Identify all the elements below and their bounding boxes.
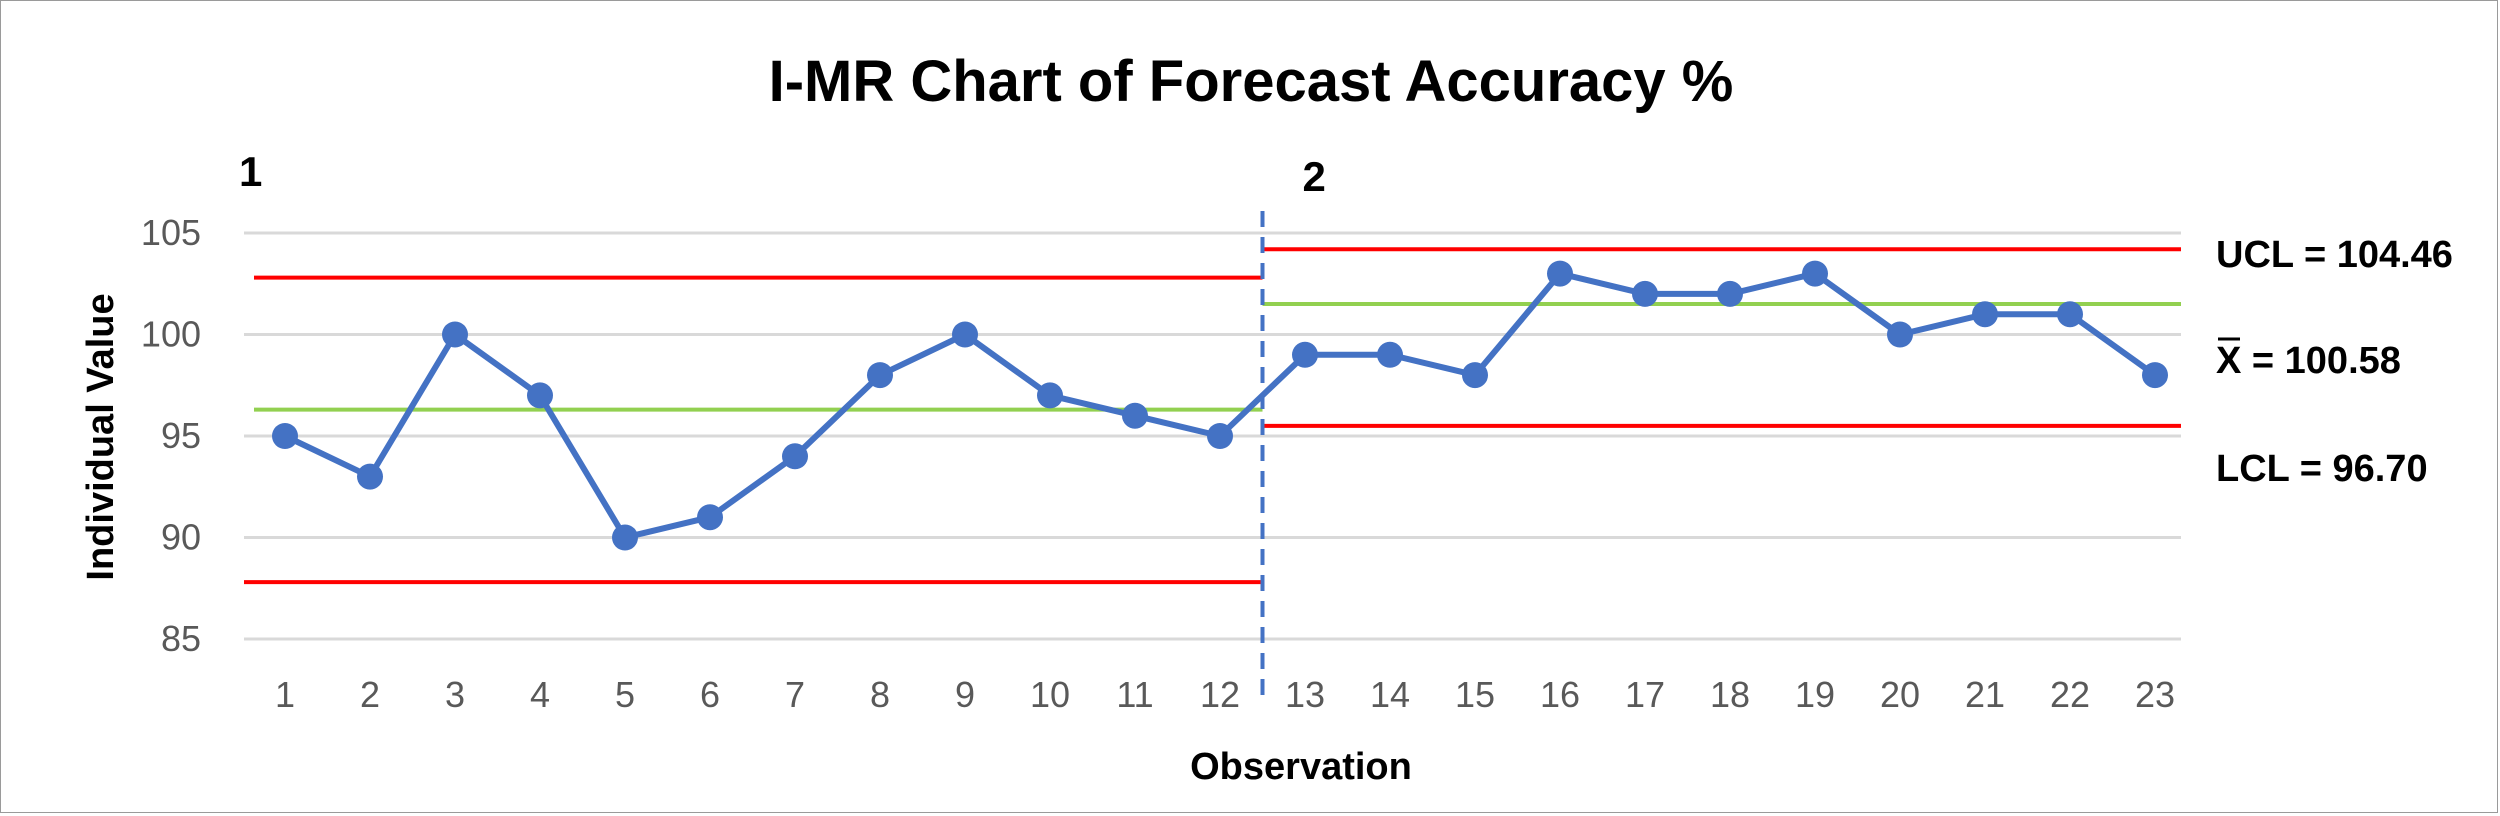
x-tick-label: 17	[1625, 674, 1665, 715]
x-tick-label: 10	[1030, 674, 1070, 715]
x-tick-label: 4	[530, 674, 550, 715]
data-point	[1802, 260, 1828, 287]
data-series	[272, 260, 2168, 551]
x-tick-label: 11	[1116, 674, 1153, 715]
data-point	[1122, 402, 1148, 429]
mean-symbol: X	[2216, 340, 2242, 382]
x-tick-label: 5	[615, 674, 635, 715]
ucl-annotation: UCL = 104.46	[2216, 234, 2453, 276]
x-tick-label: 20	[1880, 674, 1920, 715]
x-axis-label: Observation	[1190, 746, 1412, 788]
y-tick-label: 85	[161, 618, 201, 659]
mean-annotation: X = 100.58	[2216, 340, 2401, 382]
x-tick-label: 1	[275, 674, 295, 715]
data-point	[1462, 362, 1488, 389]
x-tick-label: 23	[2135, 674, 2175, 715]
data-point	[527, 382, 553, 409]
data-point	[2142, 362, 2168, 389]
x-tick-label: 6	[700, 674, 720, 715]
x-tick-label: 22	[2050, 674, 2090, 715]
x-tick-label: 9	[955, 674, 975, 715]
x-tick-label: 13	[1285, 674, 1325, 715]
data-point	[867, 362, 893, 389]
x-tick-label: 14	[1370, 674, 1410, 715]
control-limit-lines	[244, 247, 2181, 585]
mean-value: = 100.58	[2241, 340, 2401, 382]
x-tick-label: 18	[1710, 674, 1750, 715]
x-tick-labels: 1 2 3 4 5 6 7 8 9 10 11 12 13 14 15 16 17 18 19 20 21 22 23	[275, 674, 2175, 715]
y-tick-label: 95	[161, 415, 201, 456]
stage-label: 2	[1303, 153, 1326, 200]
data-point	[697, 504, 723, 531]
data-point	[612, 524, 638, 551]
x-tick-label: 12	[1200, 674, 1240, 715]
y-tick-labels: 85 90 95 100 105	[141, 212, 201, 659]
x-tick-label: 3	[445, 674, 465, 715]
x-tick-label: 15	[1455, 674, 1495, 715]
y-tick-label: 105	[141, 212, 201, 253]
series-line	[283, 270, 2157, 541]
data-point	[1292, 341, 1318, 368]
data-point	[1207, 423, 1233, 449]
data-point	[357, 463, 383, 490]
y-tick-label: 100	[141, 314, 201, 355]
chart-title: I-MR Chart of Forecast Accuracy %	[769, 49, 1734, 114]
data-point	[272, 423, 298, 449]
data-point	[1972, 301, 1998, 328]
y-axis-label: Individual Value	[80, 293, 122, 580]
data-point	[1887, 321, 1913, 348]
data-point	[2057, 301, 2083, 328]
data-point	[1717, 280, 1743, 307]
x-tick-label: 16	[1540, 674, 1580, 715]
data-point	[1037, 382, 1063, 409]
x-tick-label: 2	[360, 674, 380, 715]
x-tick-label: 7	[785, 674, 805, 715]
x-tick-label: 19	[1795, 674, 1835, 715]
data-point	[782, 443, 808, 470]
data-point	[442, 321, 468, 348]
data-point	[952, 321, 978, 348]
data-point	[1547, 260, 1573, 287]
x-tick-label: 8	[870, 674, 890, 715]
y-tick-label: 90	[161, 517, 201, 558]
x-tick-label: 21	[1965, 674, 2005, 715]
lcl-annotation: LCL = 96.70	[2216, 448, 2428, 490]
data-point	[1632, 280, 1658, 307]
data-point	[1377, 341, 1403, 368]
stage-label: 1	[239, 148, 262, 195]
